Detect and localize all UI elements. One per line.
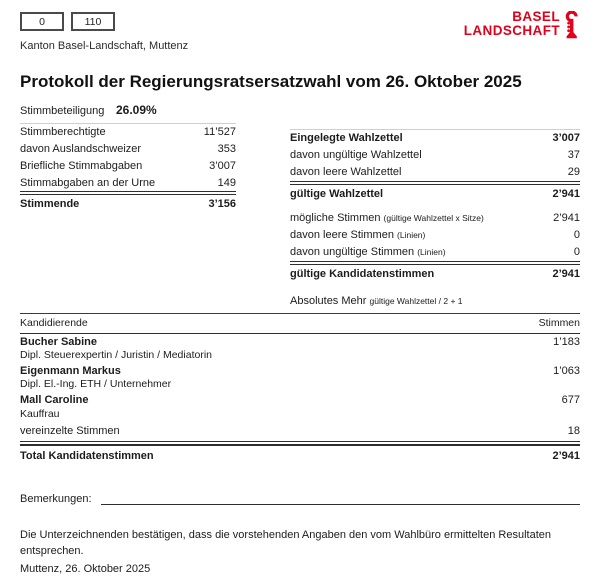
- code-box-2: 110: [71, 12, 115, 31]
- table-row: davon leere Wahlzettel 29: [290, 164, 580, 182]
- logo-line2: LANDSCHAFT: [463, 23, 560, 39]
- row-value: 149: [217, 176, 236, 189]
- table-row: Stimmabgaben an der Urne 149: [20, 175, 236, 193]
- ballots-block1: Eingelegte Wahlzettel 3’007 davon ungült…: [290, 129, 580, 202]
- total-label: Total Kandidatenstimmen: [20, 449, 154, 462]
- table-row: davon Auslandschweizer 353: [20, 141, 236, 158]
- row-value: 353: [217, 142, 236, 155]
- row-label: gültige Kandidatenstimmen: [290, 267, 435, 280]
- row-note: (Linien): [397, 230, 426, 241]
- row-label: davon ungültige Stimmen: [290, 246, 415, 259]
- ballots-table: Eingelegte Wahlzettel 3’007 davon ungült…: [290, 123, 580, 307]
- candidate-occupation: Dipl. Steuerexpertin / Juristin / Mediat…: [20, 348, 212, 361]
- row-note: (Linien): [417, 247, 446, 258]
- candidate-name: Mall Caroline: [20, 394, 89, 407]
- row-label: Briefliche Stimmabgaben: [20, 159, 143, 172]
- candidate-row: Mall Caroline Kauffrau 677: [20, 392, 580, 421]
- candidate-name: vereinzelte Stimmen: [20, 424, 120, 437]
- row-label: gültige Wahlzettel: [290, 187, 384, 200]
- table-row: davon ungültige Stimmen (Linien) 0: [290, 244, 580, 262]
- valid-ballots-row: gültige Wahlzettel 2’941: [290, 183, 580, 203]
- confirmation-text: Die Unterzeichnenden bestätigen, dass di…: [20, 528, 551, 558]
- row-label: davon Auslandschweizer: [20, 142, 142, 155]
- row-label: davon leere Wahlzettel: [290, 165, 402, 178]
- row-label: davon ungültige Wahlzettel: [290, 148, 422, 161]
- votes-block2: mögliche Stimmen (gültige Wahlzettel x S…: [290, 210, 580, 282]
- row-label: mögliche Stimmen: [290, 212, 381, 225]
- row-value: 0: [573, 246, 580, 259]
- row-value: 2’941: [552, 267, 580, 280]
- row-label: Stimmende: [20, 198, 80, 211]
- canton-line: Kanton Basel-Landschaft, Muttenz: [20, 40, 189, 52]
- total-value: 2’941: [552, 449, 580, 462]
- candidate-name: Bucher Sabine: [20, 335, 98, 348]
- candidates-table: Kandidierende Stimmen Bucher Sabine Dipl…: [20, 312, 580, 462]
- page-title: Protokoll der Regierungsratsersatzwahl v…: [20, 72, 522, 91]
- valid-candidate-votes-row: gültige Kandidatenstimmen 2’941: [290, 263, 580, 283]
- table-row: mögliche Stimmen (gültige Wahlzettel x S…: [290, 210, 580, 227]
- table-row: Briefliche Stimmabgaben 3’007: [20, 158, 236, 175]
- municipality-code-boxes: 0 110: [20, 12, 580, 31]
- row-label: Stimmabgaben an der Urne: [20, 176, 156, 189]
- absolute-majority-note: gültige Wahlzettel / 2 + 1: [369, 295, 463, 306]
- row-value: 11’527: [203, 126, 236, 138]
- candidate-name: Eigenmann Markus: [20, 365, 121, 378]
- absolute-majority-row: Absolutes Mehr gültige Wahlzettel / 2 + …: [290, 295, 580, 307]
- voters-total-row: Stimmende 3’156: [20, 194, 236, 213]
- turnout-label: Stimmbeteiligung: [20, 105, 105, 117]
- remarks-section: Bemerkungen:: [20, 492, 580, 505]
- candidates-table-header: Kandidierende Stimmen: [20, 314, 580, 334]
- row-label: Stimmberechtigte: [20, 126, 106, 138]
- code-box-1: 0: [20, 12, 64, 31]
- candidate-row: Bucher Sabine Dipl. Steuerexpertin / Jur…: [20, 334, 580, 363]
- remarks-label: Bemerkungen:: [20, 492, 92, 505]
- candidate-votes: 1’183: [553, 335, 580, 348]
- row-label: davon leere Stimmen: [290, 229, 394, 242]
- candidate-occupation: Kauffrau: [20, 407, 60, 420]
- column-header-candidates: Kandidierende: [20, 316, 88, 329]
- row-value: 2’941: [553, 212, 580, 225]
- absolute-majority-label: Absolutes Mehr: [290, 294, 367, 307]
- candidate-occupation: Dipl. El.-Ing. ETH / Unternehmer: [20, 378, 172, 391]
- candidate-votes: 18: [567, 424, 580, 437]
- basel-landschaft-logo: BASEL LANDSCHAFT: [463, 9, 580, 45]
- table-row: Stimmberechtigte 11’527: [20, 124, 236, 141]
- row-note: (gültige Wahlzettel x Sitze): [383, 213, 484, 224]
- candidate-row: Eigenmann Markus Dipl. El.-Ing. ETH / Un…: [20, 363, 580, 392]
- candidate-votes: 677: [561, 394, 580, 407]
- footer: Die Unterzeichnenden bestätigen, dass di…: [20, 527, 560, 577]
- baselstab-crest-icon: [563, 10, 580, 45]
- remarks-blank-line: [100, 492, 580, 505]
- table-row: davon ungültige Wahlzettel 37: [290, 147, 580, 164]
- row-value: 0: [573, 229, 580, 242]
- row-label: Eingelegte Wahlzettel: [290, 132, 403, 144]
- logo-line1: BASEL: [512, 9, 560, 24]
- candidate-votes: 1’063: [553, 365, 580, 378]
- scattered-votes-row: vereinzelte Stimmen 18: [20, 422, 580, 442]
- table-row: davon leere Stimmen (Linien) 0: [290, 227, 580, 244]
- logo-text: BASEL LANDSCHAFT: [463, 9, 560, 39]
- column-header-votes: Stimmen: [538, 316, 580, 329]
- statistics-columns: Stimmberechtigte 11’527 davon Auslandsch…: [20, 123, 580, 307]
- place-date: Muttenz, 26. Oktober 2025: [20, 562, 151, 575]
- row-value: 37: [567, 148, 580, 161]
- row-value: 2’941: [552, 187, 580, 200]
- row-value: 3’156: [208, 198, 236, 211]
- candidates-total-row: Total Kandidatenstimmen 2’941: [20, 443, 580, 462]
- table-row: Eingelegte Wahlzettel 3’007: [290, 130, 580, 147]
- turnout-value: 26.09%: [116, 103, 157, 117]
- row-value: 3’007: [552, 132, 580, 144]
- turnout-row: Stimmbeteiligung 26.09%: [20, 103, 580, 117]
- row-value: 29: [567, 165, 580, 178]
- row-value: 3’007: [209, 159, 236, 172]
- voters-table: Stimmberechtigte 11’527 davon Auslandsch…: [20, 123, 236, 307]
